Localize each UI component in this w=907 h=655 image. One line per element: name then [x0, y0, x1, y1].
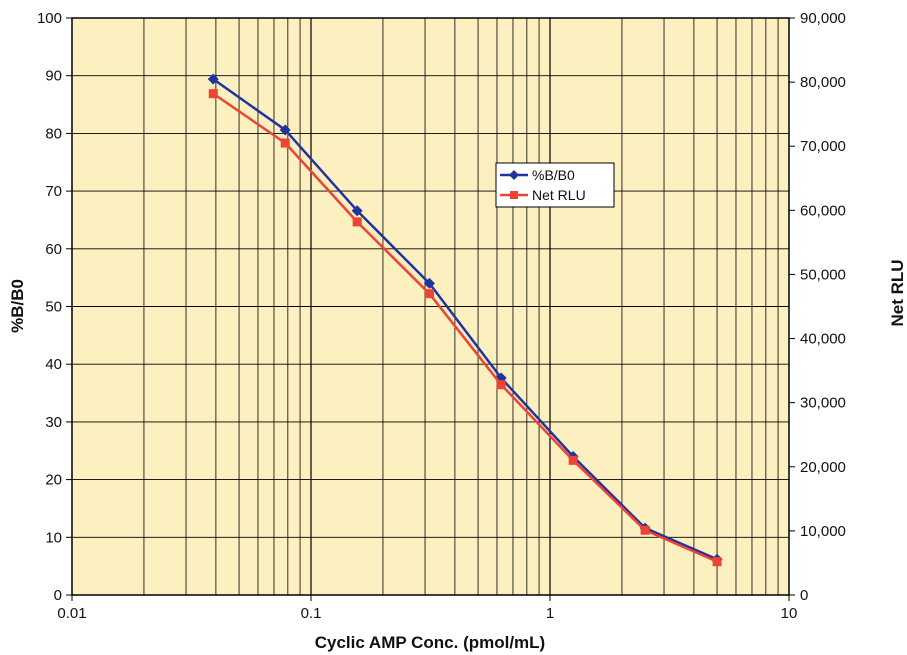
legend-label-b-b0: %B/B0: [532, 167, 575, 183]
data-point-net-rlu: [496, 380, 506, 390]
right-y-tick-label: 0: [800, 587, 808, 604]
legend: %B/B0 Net RLU: [495, 162, 615, 208]
right-y-tick-label: 60,000: [800, 202, 846, 219]
x-tick-label: 1: [546, 605, 554, 622]
right-y-axis-title: Net RLU: [888, 259, 907, 326]
data-point-net-rlu: [640, 525, 650, 535]
x-axis: 0.01 0.1 1 10: [57, 595, 797, 622]
x-tick-label: 10: [781, 605, 798, 622]
data-point-net-rlu: [568, 455, 578, 465]
left-y-tick-label: 60: [45, 241, 62, 258]
left-y-axis: 0 10 20 30 40 50 60 70 80 90 100: [37, 10, 72, 604]
right-y-tick-label: 50,000: [800, 266, 846, 283]
data-point-net-rlu: [352, 217, 362, 227]
left-y-tick-label: 100: [37, 10, 62, 27]
right-y-tick-label: 40,000: [800, 331, 846, 348]
data-point-net-rlu: [208, 89, 218, 99]
left-y-tick-label: 80: [45, 125, 62, 142]
legend-box: [495, 162, 615, 208]
left-y-tick-label: 40: [45, 356, 62, 373]
right-y-tick-label: 20,000: [800, 459, 846, 476]
data-point-b-b0: [423, 277, 435, 289]
x-axis-title: Cyclic AMP Conc. (pmol/mL): [315, 633, 545, 652]
data-point-b-b0: [351, 205, 363, 217]
left-y-tick-label: 70: [45, 183, 62, 200]
grid-lines: [72, 18, 789, 595]
data-point-b-b0: [207, 73, 219, 85]
x-tick-label: 0.1: [301, 605, 322, 622]
data-point-net-rlu: [712, 557, 722, 567]
series-line-b-b0: [212, 77, 719, 561]
left-y-tick-label: 10: [45, 529, 62, 546]
legend-marker-b-b0: [509, 170, 519, 180]
data-point-b-b0: [279, 124, 291, 136]
left-y-tick-label: 90: [45, 68, 62, 85]
series-line-net-rlu: [212, 92, 719, 563]
legend-label-net-rlu: Net RLU: [532, 187, 586, 203]
legend-marker-net-rlu: [510, 191, 518, 199]
right-y-tick-label: 10,000: [800, 523, 846, 540]
data-point-net-rlu: [424, 289, 434, 299]
right-y-tick-label: 30,000: [800, 395, 846, 412]
left-y-tick-label: 50: [45, 299, 62, 316]
right-y-axis: 0 10,000 20,000 30,000 40,000 50,000 60,000 70,…: [789, 10, 846, 604]
right-y-tick-label: 80,000: [800, 74, 846, 91]
data-point-net-rlu: [280, 138, 290, 148]
right-y-tick-label: 90,000: [800, 10, 846, 27]
left-y-tick-label: 20: [45, 472, 62, 489]
series-layer: [207, 73, 723, 567]
x-tick-label: 0.01: [57, 605, 86, 622]
left-y-tick-label: 30: [45, 414, 62, 431]
left-y-axis-title: %B/B0: [8, 279, 27, 333]
left-y-tick-label: 0: [54, 587, 62, 604]
right-y-tick-label: 70,000: [800, 138, 846, 155]
